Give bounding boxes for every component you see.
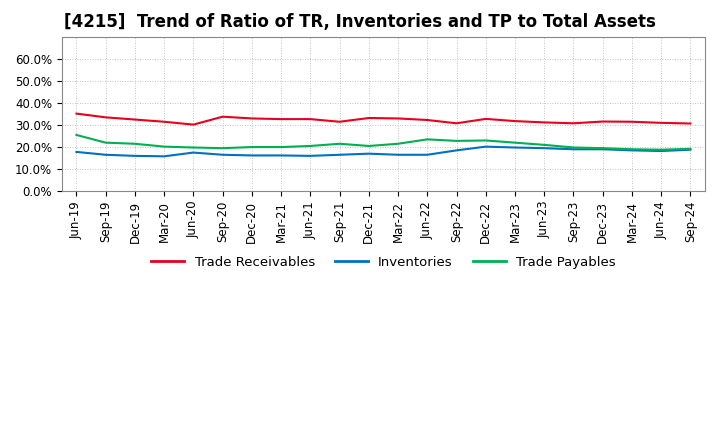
Trade Receivables bbox=[336, 119, 344, 125]
Trade Payables bbox=[657, 147, 665, 152]
Inventories bbox=[423, 152, 431, 158]
Inventories bbox=[598, 147, 607, 152]
Trade Receivables bbox=[598, 119, 607, 124]
Trade Receivables bbox=[482, 116, 490, 121]
Trade Payables bbox=[218, 146, 227, 151]
Inventories bbox=[569, 147, 577, 152]
Trade Payables bbox=[569, 145, 577, 150]
Trade Receivables bbox=[306, 117, 315, 122]
Inventories bbox=[452, 148, 461, 153]
Inventories bbox=[394, 152, 402, 158]
Trade Payables bbox=[130, 141, 139, 147]
Inventories bbox=[540, 146, 549, 151]
Trade Payables bbox=[276, 144, 285, 150]
Trade Payables bbox=[364, 143, 373, 149]
Inventories bbox=[628, 148, 636, 153]
Inventories bbox=[482, 144, 490, 149]
Inventories bbox=[102, 152, 110, 158]
Inventories bbox=[364, 151, 373, 156]
Trade Payables bbox=[102, 140, 110, 145]
Trade Receivables bbox=[452, 121, 461, 126]
Trade Receivables bbox=[218, 114, 227, 119]
Text: [4215]  Trend of Ratio of TR, Inventories and TP to Total Assets: [4215] Trend of Ratio of TR, Inventories… bbox=[64, 13, 656, 31]
Trade Receivables bbox=[276, 117, 285, 122]
Trade Payables bbox=[598, 146, 607, 151]
Trade Receivables bbox=[130, 117, 139, 122]
Trade Payables bbox=[336, 141, 344, 147]
Trade Receivables bbox=[510, 118, 519, 124]
Trade Receivables bbox=[102, 115, 110, 120]
Inventories bbox=[189, 150, 198, 155]
Inventories bbox=[336, 152, 344, 158]
Trade Payables bbox=[540, 142, 549, 147]
Trade Payables bbox=[423, 137, 431, 142]
Inventories bbox=[306, 153, 315, 158]
Trade Payables bbox=[452, 138, 461, 143]
Trade Receivables bbox=[160, 119, 168, 125]
Trade Receivables bbox=[394, 116, 402, 121]
Inventories bbox=[686, 147, 695, 152]
Line: Trade Payables: Trade Payables bbox=[76, 135, 690, 150]
Inventories bbox=[218, 152, 227, 158]
Trade Receivables bbox=[569, 121, 577, 126]
Inventories bbox=[160, 154, 168, 159]
Trade Receivables bbox=[628, 119, 636, 125]
Trade Receivables bbox=[364, 115, 373, 121]
Trade Receivables bbox=[657, 120, 665, 125]
Trade Receivables bbox=[189, 122, 198, 127]
Trade Payables bbox=[686, 146, 695, 151]
Trade Payables bbox=[510, 140, 519, 145]
Trade Receivables bbox=[248, 116, 256, 121]
Trade Payables bbox=[628, 147, 636, 152]
Trade Payables bbox=[482, 138, 490, 143]
Trade Receivables bbox=[423, 117, 431, 123]
Trade Receivables bbox=[686, 121, 695, 126]
Trade Receivables bbox=[72, 111, 81, 116]
Trade Payables bbox=[189, 145, 198, 150]
Line: Inventories: Inventories bbox=[76, 147, 690, 156]
Line: Trade Receivables: Trade Receivables bbox=[76, 114, 690, 125]
Legend: Trade Receivables, Inventories, Trade Payables: Trade Receivables, Inventories, Trade Pa… bbox=[145, 250, 621, 274]
Inventories bbox=[72, 149, 81, 154]
Trade Receivables bbox=[540, 120, 549, 125]
Trade Payables bbox=[394, 141, 402, 147]
Inventories bbox=[248, 153, 256, 158]
Inventories bbox=[510, 145, 519, 150]
Trade Payables bbox=[160, 144, 168, 149]
Inventories bbox=[276, 153, 285, 158]
Inventories bbox=[130, 153, 139, 158]
Trade Payables bbox=[72, 132, 81, 138]
Inventories bbox=[657, 148, 665, 154]
Trade Payables bbox=[306, 143, 315, 149]
Trade Payables bbox=[248, 144, 256, 150]
